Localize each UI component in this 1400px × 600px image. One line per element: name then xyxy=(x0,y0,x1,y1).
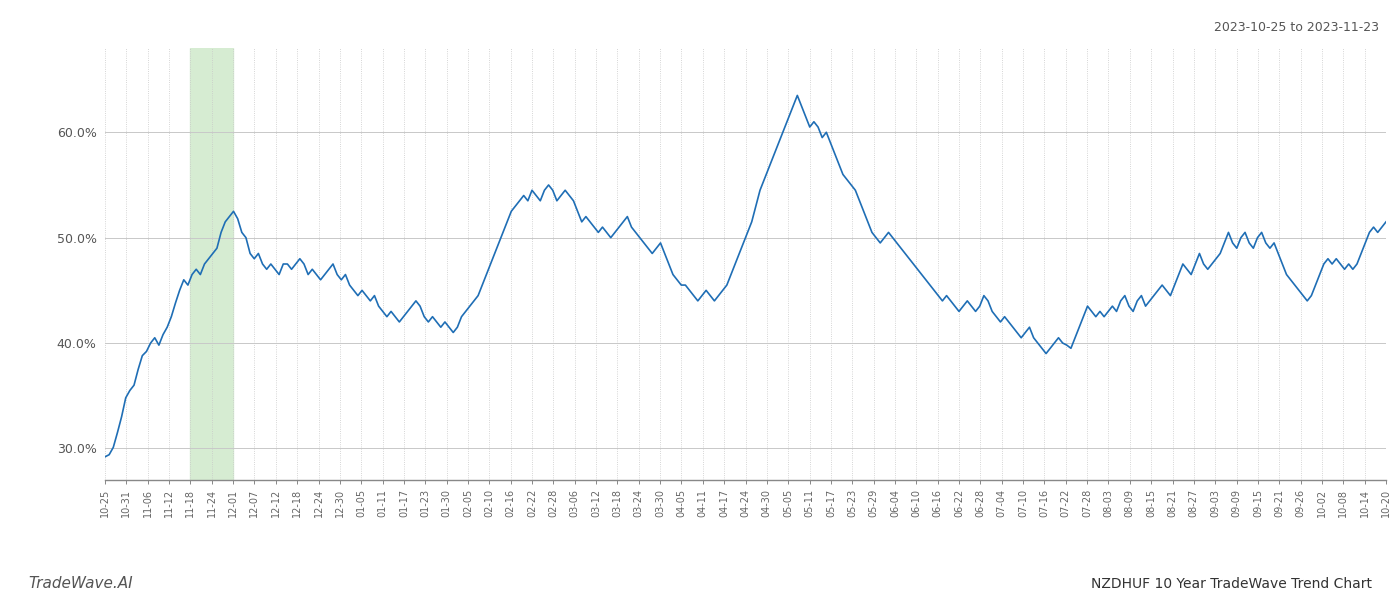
Bar xyxy=(190,48,232,480)
Text: 2023-10-25 to 2023-11-23: 2023-10-25 to 2023-11-23 xyxy=(1214,21,1379,34)
Text: TradeWave.AI: TradeWave.AI xyxy=(28,576,133,591)
Text: NZDHUF 10 Year TradeWave Trend Chart: NZDHUF 10 Year TradeWave Trend Chart xyxy=(1091,577,1372,591)
